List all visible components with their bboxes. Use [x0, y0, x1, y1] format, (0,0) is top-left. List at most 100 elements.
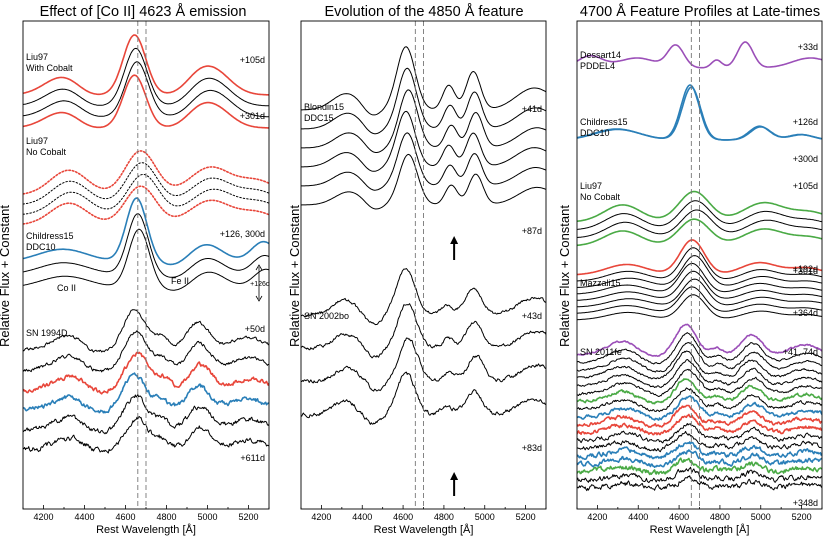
spectrum-line — [577, 218, 822, 247]
x-tick-label: 4200 — [587, 512, 607, 522]
spectrum-line — [577, 359, 822, 389]
spectrum-line — [301, 67, 546, 135]
epoch-label: +105d — [240, 55, 265, 65]
spectrum-line — [577, 430, 822, 453]
x-tick-label: 4400 — [74, 512, 94, 522]
spectrum-line — [577, 457, 822, 476]
epoch-label: +348d — [793, 498, 818, 508]
spectrum-line — [23, 185, 269, 225]
spectrum-line — [23, 61, 269, 118]
panel-title: Evolution of the 4850 Å feature — [324, 3, 523, 20]
x-tick-label: 4800 — [156, 512, 176, 522]
y-axis-label: Relative Flux + Constant — [0, 205, 12, 347]
y-axis-label: Relative Flux + Constant — [557, 205, 572, 347]
x-tick-label: 4800 — [710, 512, 730, 522]
spectrum-line — [23, 309, 269, 353]
arrow-up-icon — [450, 236, 459, 260]
spectrum-line — [577, 41, 822, 69]
scale-arrow-icon — [255, 264, 263, 302]
epoch-label: +43d — [522, 311, 542, 321]
panel-1: Effect of [Co II] 4623 Å emissionLiu97Wi… — [22, 3, 270, 536]
x-axis-label: Rest Wavelength [Å] — [96, 523, 196, 536]
series-label: SN 1994D — [26, 328, 68, 338]
series-label: Liu97 — [580, 181, 602, 191]
spectrum-line — [23, 372, 269, 414]
series-label: PDDEL4 — [580, 61, 615, 71]
epoch-label: +126, 300d — [220, 229, 265, 239]
x-tick-label: 4400 — [628, 512, 648, 522]
x-axis-label: Rest Wavelength [Å] — [650, 523, 750, 536]
arrow-up-icon — [450, 472, 459, 496]
spectrum-line — [577, 466, 822, 484]
x-tick-label: 4200 — [33, 512, 53, 522]
spectrum-line — [577, 286, 822, 314]
annotation-scale: +126d — [250, 281, 270, 288]
spectrum-line — [577, 332, 822, 365]
series-label: DDC15 — [304, 113, 334, 123]
spectrum-line — [301, 303, 546, 359]
spectrum-line — [23, 47, 269, 107]
x-tick-label: 5000 — [751, 512, 771, 522]
series-label: No Cobalt — [580, 192, 621, 202]
epoch-label: +41d — [522, 104, 542, 114]
epoch-label: +83d — [522, 443, 542, 453]
spectrum-line — [301, 89, 546, 153]
x-tick-label: 4400 — [352, 512, 372, 522]
x-tick-label: 4200 — [311, 512, 331, 522]
epoch-label: +33d — [798, 42, 818, 52]
x-tick-label: 5200 — [792, 512, 812, 522]
series-label: SN 2002bo — [304, 311, 349, 321]
x-tick-label: 4600 — [393, 512, 413, 522]
spectrum-line — [577, 262, 822, 295]
epoch-label: +41, 74d — [783, 347, 818, 357]
x-tick-label: 5000 — [197, 512, 217, 522]
spectrum-line — [577, 342, 822, 373]
spectrum-line — [577, 255, 822, 288]
panel-2: Evolution of the 4850 Å feature Blondin15… — [300, 3, 547, 536]
spectrum-line — [577, 209, 822, 238]
series-label: With Cobalt — [26, 63, 73, 73]
spectrum-line — [577, 475, 822, 492]
series-label: Liu97 — [26, 136, 48, 146]
spectrum-line — [301, 337, 546, 392]
series-label: SN 2011fe — [580, 347, 622, 357]
series-label: Blondin15 — [304, 102, 344, 112]
spectrum-line — [577, 270, 822, 301]
epoch-label: +105d — [793, 181, 818, 191]
y-axis-label: Relative Flux + Constant — [287, 205, 302, 347]
epoch-label: +364d — [793, 308, 818, 318]
series-label: Liu97 — [26, 52, 48, 62]
x-tick-label: 5000 — [475, 512, 495, 522]
spectrum-line — [301, 268, 546, 326]
x-tick-label: 4800 — [434, 512, 454, 522]
spectrum-line — [23, 162, 269, 205]
epoch-label: +301d — [240, 111, 265, 121]
epoch-label: +87d — [522, 226, 542, 236]
panel-title: Effect of [Co II] 4623 Å emission — [40, 3, 247, 20]
epoch-label: +611d — [240, 453, 265, 463]
x-tick-label: 4600 — [115, 512, 135, 522]
series-label: No Cobalt — [26, 147, 67, 157]
spectrum-line — [301, 46, 546, 116]
annotation-co-ii: Co II — [57, 283, 76, 293]
series-label: Childress15 — [580, 117, 628, 127]
epoch-label: +300d — [793, 154, 818, 164]
spectrum-line — [23, 197, 269, 266]
epoch-label: +192d — [793, 264, 818, 274]
series-label: Childress15 — [26, 231, 74, 241]
spectrum-line — [577, 368, 822, 397]
spectrum-line — [23, 34, 269, 96]
x-axis-label: Rest Wavelength [Å] — [374, 523, 474, 536]
series-label: DDC10 — [580, 128, 610, 138]
panel-title: 4700 Å Feature Profiles at Late-times — [580, 3, 820, 20]
epoch-label: +126d — [793, 117, 818, 127]
x-tick-label: 5200 — [238, 512, 258, 522]
panel-3: 4700 Å Feature Profiles at Late-times Des… — [576, 3, 823, 536]
x-tick-label: 5200 — [516, 512, 536, 522]
epoch-label: +301d — [793, 266, 818, 276]
spectrum-line — [577, 247, 822, 282]
series-label: DDC10 — [26, 242, 56, 252]
epoch-label: +50d — [245, 324, 265, 334]
series-label: Mazzali15 — [580, 278, 621, 288]
